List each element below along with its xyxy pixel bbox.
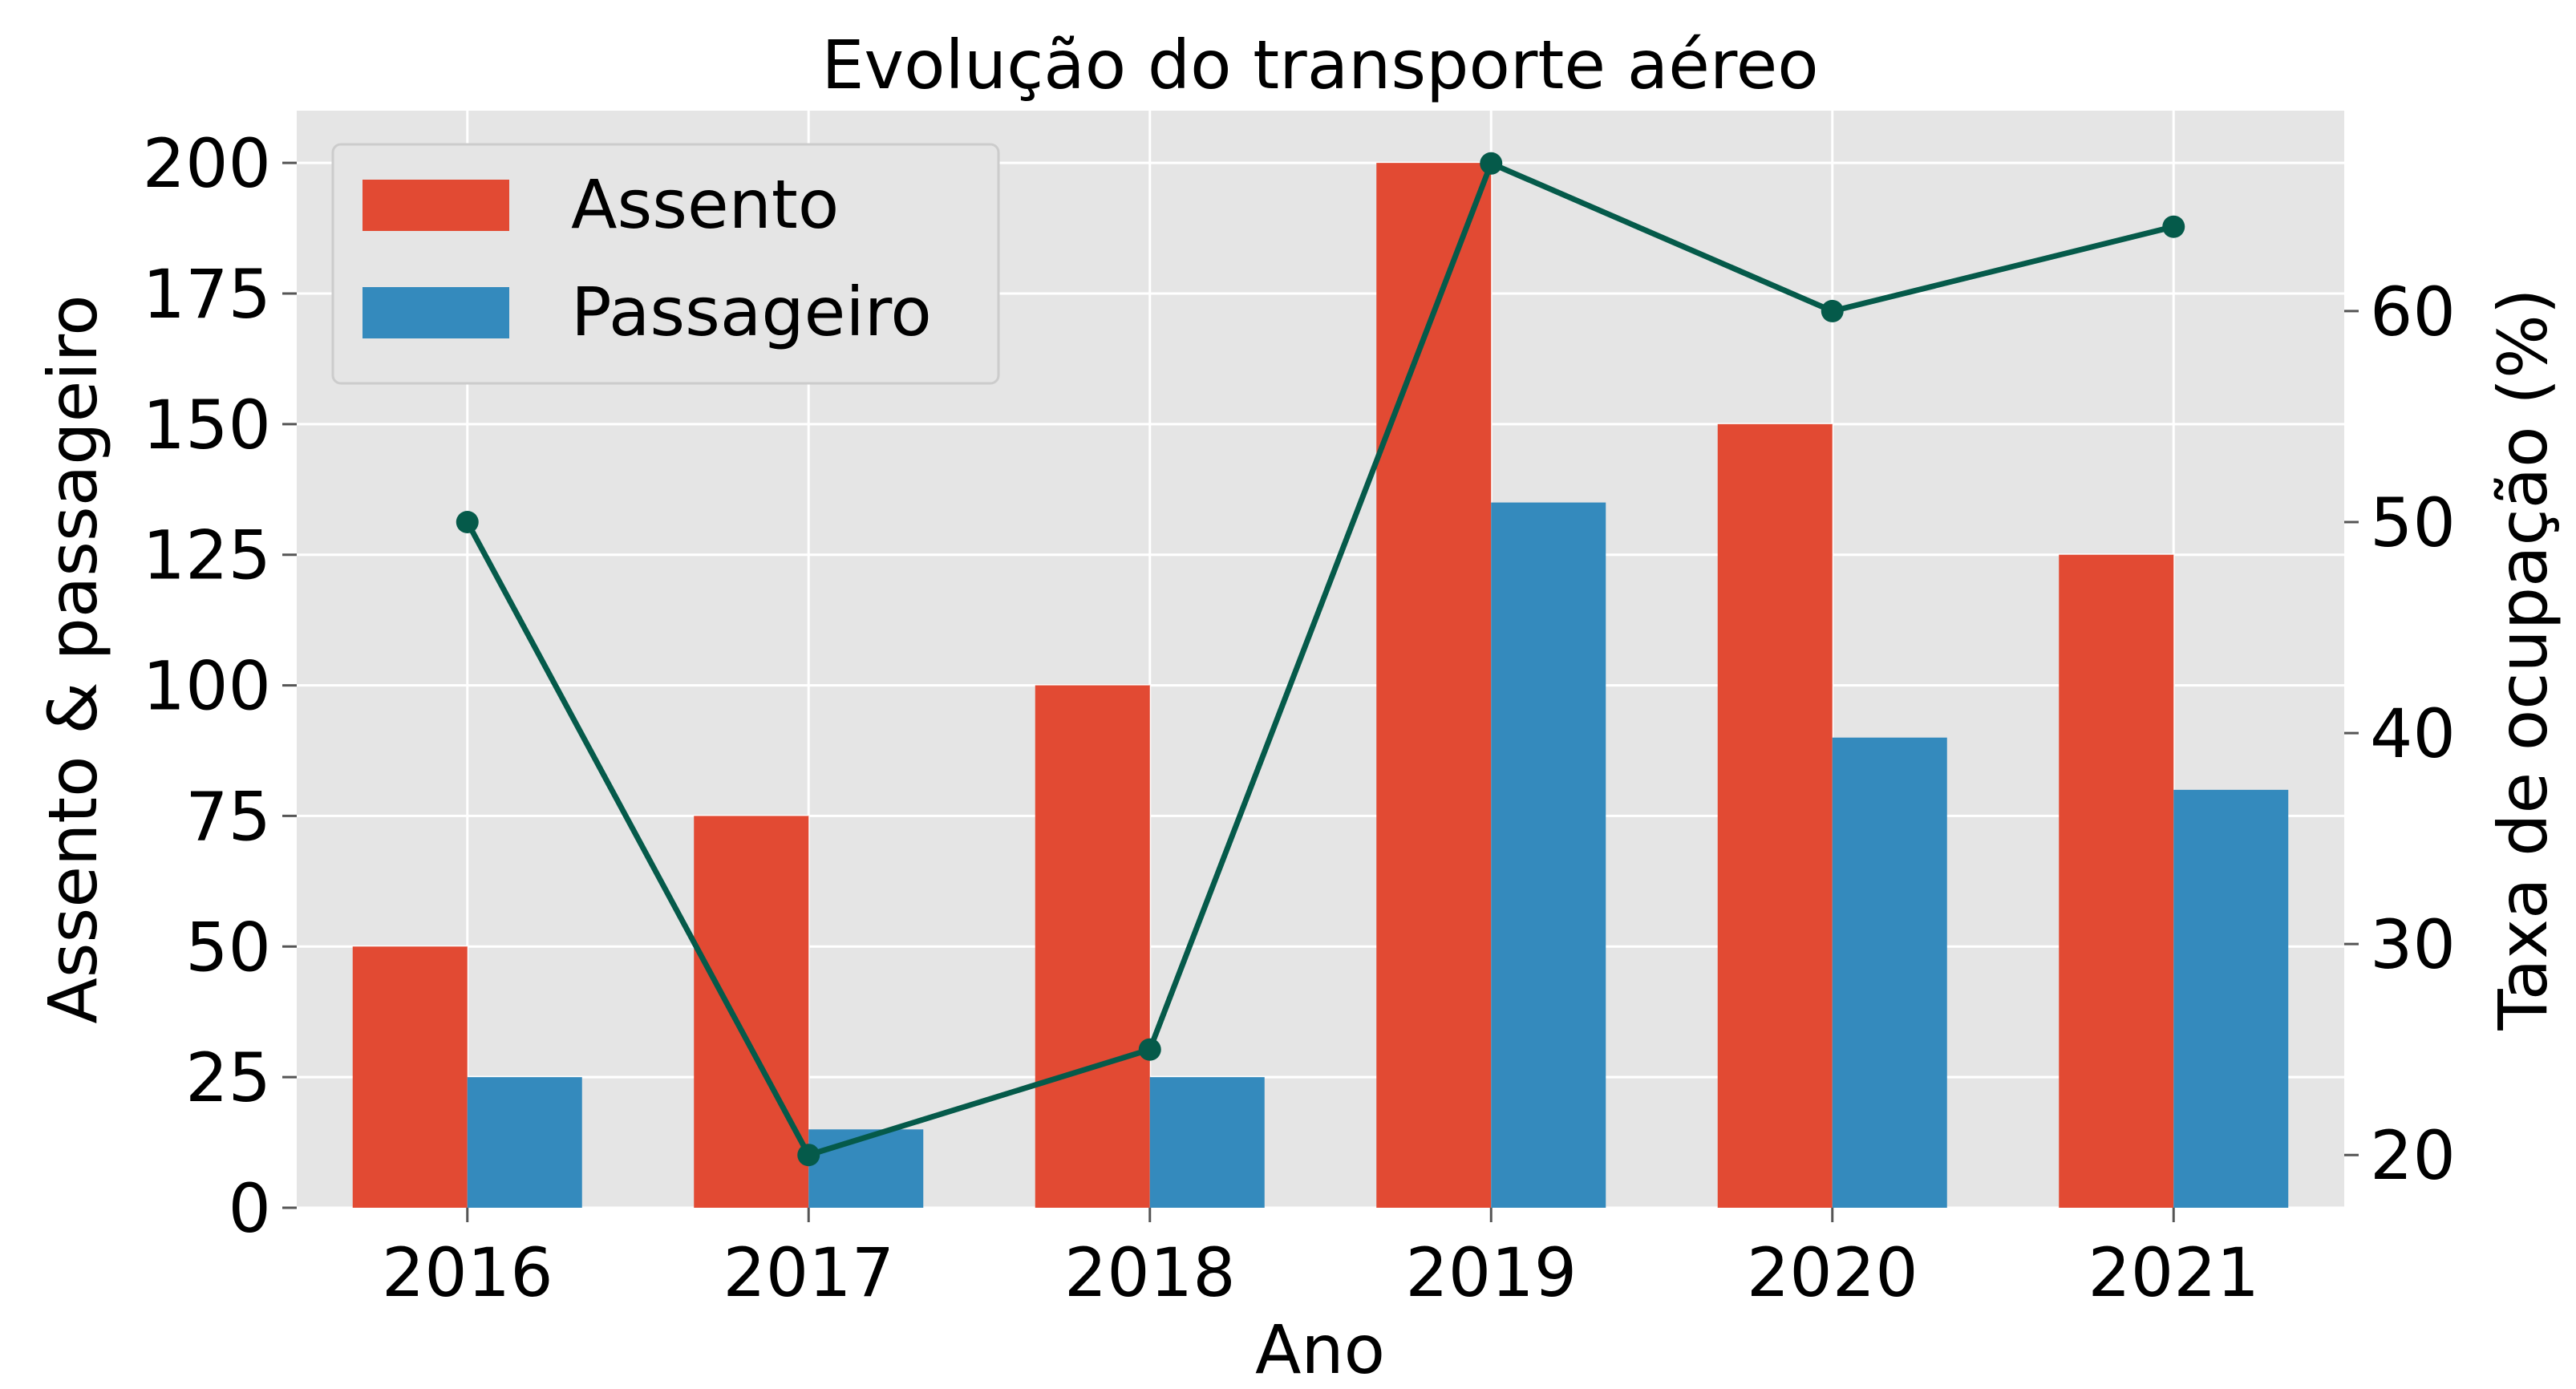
occupancy-point-2018 [1138, 1038, 1161, 1061]
occupancy-point-2019 [1480, 152, 1503, 175]
occupancy-point-2017 [797, 1144, 820, 1167]
x-tick-label-2018: 2018 [1064, 1233, 1236, 1312]
x-axis-label: Ano [1255, 1310, 1385, 1389]
occupancy-line [464, 160, 2175, 1159]
x-tick-label-2017: 2017 [723, 1233, 894, 1312]
bar-passageiro-2020 [1832, 737, 1947, 1208]
occupancy-point-2021 [2162, 215, 2185, 238]
bar-passageiro-2018 [1149, 1077, 1265, 1208]
bar-assento-2021 [2059, 554, 2174, 1208]
x-tick-label-2020: 2020 [1747, 1233, 1918, 1312]
bar-assento-2020 [1717, 423, 1833, 1208]
right-axis-ticks: 20 30 40 50 60 [2344, 273, 2456, 1195]
y2-axis-label: Taxa de ocupação (%) [2484, 288, 2562, 1031]
left-axis-ticks: 0 25 50 75 100 125 150 175 200 [143, 124, 297, 1248]
left-tick-label: 200 [143, 124, 271, 203]
x-tick-label-2019: 2019 [1405, 1233, 1577, 1312]
occupancy-point-2016 [456, 511, 479, 533]
legend-swatch-assento [363, 180, 509, 231]
right-tick-label: 20 [2370, 1116, 2456, 1195]
bar-assento-2019 [1376, 163, 1492, 1209]
left-tick-label: 125 [143, 516, 271, 595]
occupancy-point-2020 [1821, 299, 1844, 322]
bar-assento-2017 [694, 816, 809, 1208]
left-tick-label: 150 [143, 386, 271, 464]
right-tick-label: 50 [2370, 484, 2456, 562]
left-tick-label: 50 [185, 908, 271, 986]
left-tick-label: 175 [143, 255, 271, 334]
line-series [456, 152, 2185, 1167]
legend: Assento Passageiro [331, 143, 1000, 385]
x-tick-label-2016: 2016 [382, 1233, 553, 1312]
legend-swatch-passageiro [363, 287, 509, 338]
right-tick-label: 30 [2370, 905, 2456, 984]
bar-assento-2016 [352, 946, 468, 1208]
bar-assento-2018 [1035, 685, 1150, 1208]
legend-label-assento: Assento [571, 165, 839, 244]
left-tick-label: 0 [229, 1169, 271, 1248]
x-axis-ticks: 2016 2017 2018 2019 2020 2021 [382, 1208, 2259, 1312]
bar-passageiro-2016 [467, 1077, 582, 1208]
bar-marks [352, 163, 2289, 1209]
left-tick-label: 100 [143, 647, 271, 726]
legend-label-passageiro: Passageiro [571, 273, 932, 351]
left-tick-label: 75 [185, 777, 271, 856]
right-tick-label: 40 [2370, 694, 2456, 773]
chart-title: Evolução do transporte aéreo [821, 26, 1818, 104]
x-tick-label-2021: 2021 [2088, 1233, 2259, 1312]
left-tick-label: 25 [185, 1039, 271, 1117]
right-tick-label: 60 [2370, 273, 2456, 351]
bar-passageiro-2021 [2173, 789, 2289, 1208]
bar-passageiro-2017 [808, 1129, 924, 1208]
y-axis-label: Assento & passageiro [34, 294, 112, 1023]
bar-passageiro-2019 [1491, 502, 1606, 1208]
